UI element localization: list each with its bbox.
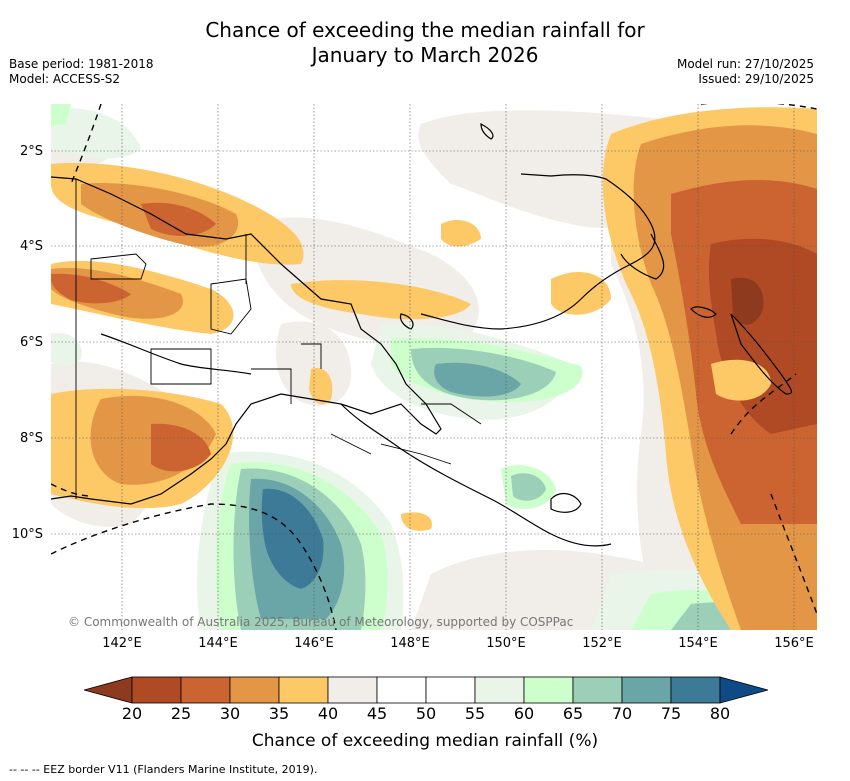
base-period: Base period: 1981-2018 — [9, 57, 154, 71]
band-35-40-east-inner — [711, 359, 771, 401]
colorbar-swatch-65-70 — [572, 676, 623, 704]
coastlines — [51, 123, 793, 547]
lat-label-4s: 4°S — [19, 239, 43, 254]
model-name: Model: ACCESS-S2 — [9, 72, 121, 86]
lon-label-156e: 156°E — [774, 636, 814, 651]
lat-label-10s: 10°S — [11, 527, 43, 542]
province-borders — [75, 179, 482, 499]
lon-label-154e: 154°E — [678, 636, 718, 651]
lat-label-8s: 8°S — [19, 431, 43, 446]
colorbar-swatch-45-50 — [376, 676, 427, 704]
colorbar-swatch-35-40 — [278, 676, 329, 704]
colorbar-swatch-70-75 — [621, 676, 672, 704]
colorbar-tick-20: 20 — [121, 704, 143, 723]
colorbar-tick-50: 50 — [415, 704, 437, 723]
title-line-1: Chance of exceeding the median rainfall … — [205, 18, 645, 42]
colorbar-swatch-75-80 — [670, 676, 721, 704]
chart-title: Chance of exceeding the median rainfall … — [0, 18, 850, 68]
eez-legend: -- -- -- EEZ border V11 (Flanders Marine… — [9, 763, 318, 776]
colorbar-tick-60: 60 — [513, 704, 535, 723]
colorbar-swatch-25-30 — [180, 676, 231, 704]
colorbar-label: Chance of exceeding median rainfall (%) — [251, 731, 599, 751]
colorbar-extend-high — [719, 676, 768, 704]
lon-label-142e: 142°E — [102, 636, 142, 651]
meta-left: Base period: 1981-2018 Model: ACCESS-S2 — [9, 57, 154, 87]
lon-label-150e: 150°E — [486, 636, 526, 651]
meta-right: Model run: 27/10/2025 Issued: 29/10/2025 — [677, 57, 814, 87]
colorbar-swatch-55-60 — [474, 676, 525, 704]
colorbar-swatch-40-45 — [327, 676, 378, 704]
colorbar — [84, 676, 768, 704]
rainfall-map: © Commonwealth of Australia 2025, Bureau… — [51, 104, 817, 630]
colorbar-tick-40: 40 — [317, 704, 339, 723]
title-line-2: January to March 2026 — [311, 43, 539, 67]
copyright-notice: © Commonwealth of Australia 2025, Bureau… — [68, 615, 573, 629]
colorbar-tick-70: 70 — [611, 704, 633, 723]
colorbar-tick-80: 80 — [709, 704, 731, 723]
lon-label-148e: 148°E — [390, 636, 430, 651]
lat-label-2s: 2°S — [19, 144, 43, 159]
colorbar-extend-low — [84, 676, 133, 704]
lon-label-152e: 152°E — [582, 636, 622, 651]
colorbar-tick-25: 25 — [170, 704, 192, 723]
lon-label-146e: 146°E — [294, 636, 334, 651]
gridlines — [51, 104, 817, 630]
band-below-20 — [731, 277, 764, 325]
eez-borders — [51, 104, 817, 630]
issued-date: Issued: 29/10/2025 — [698, 72, 814, 86]
colorbar-swatch-60-65 — [523, 676, 574, 704]
lat-label-6s: 6°S — [19, 335, 43, 350]
colorbar-tick-65: 65 — [562, 704, 584, 723]
colorbar-tick-45: 45 — [366, 704, 388, 723]
model-run: Model run: 27/10/2025 — [676, 57, 814, 71]
colorbar-tick-30: 30 — [219, 704, 241, 723]
colorbar-tick-35: 35 — [268, 704, 290, 723]
band-75-80 — [261, 488, 324, 589]
colorbar-tick-75: 75 — [660, 704, 682, 723]
colorbar-tick-55: 55 — [464, 704, 486, 723]
lon-label-144e: 144°E — [198, 636, 238, 651]
colorbar-swatch-30-35 — [229, 676, 280, 704]
colorbar-swatch-50-55 — [425, 676, 476, 704]
colorbar-swatch-20-25 — [131, 676, 182, 704]
